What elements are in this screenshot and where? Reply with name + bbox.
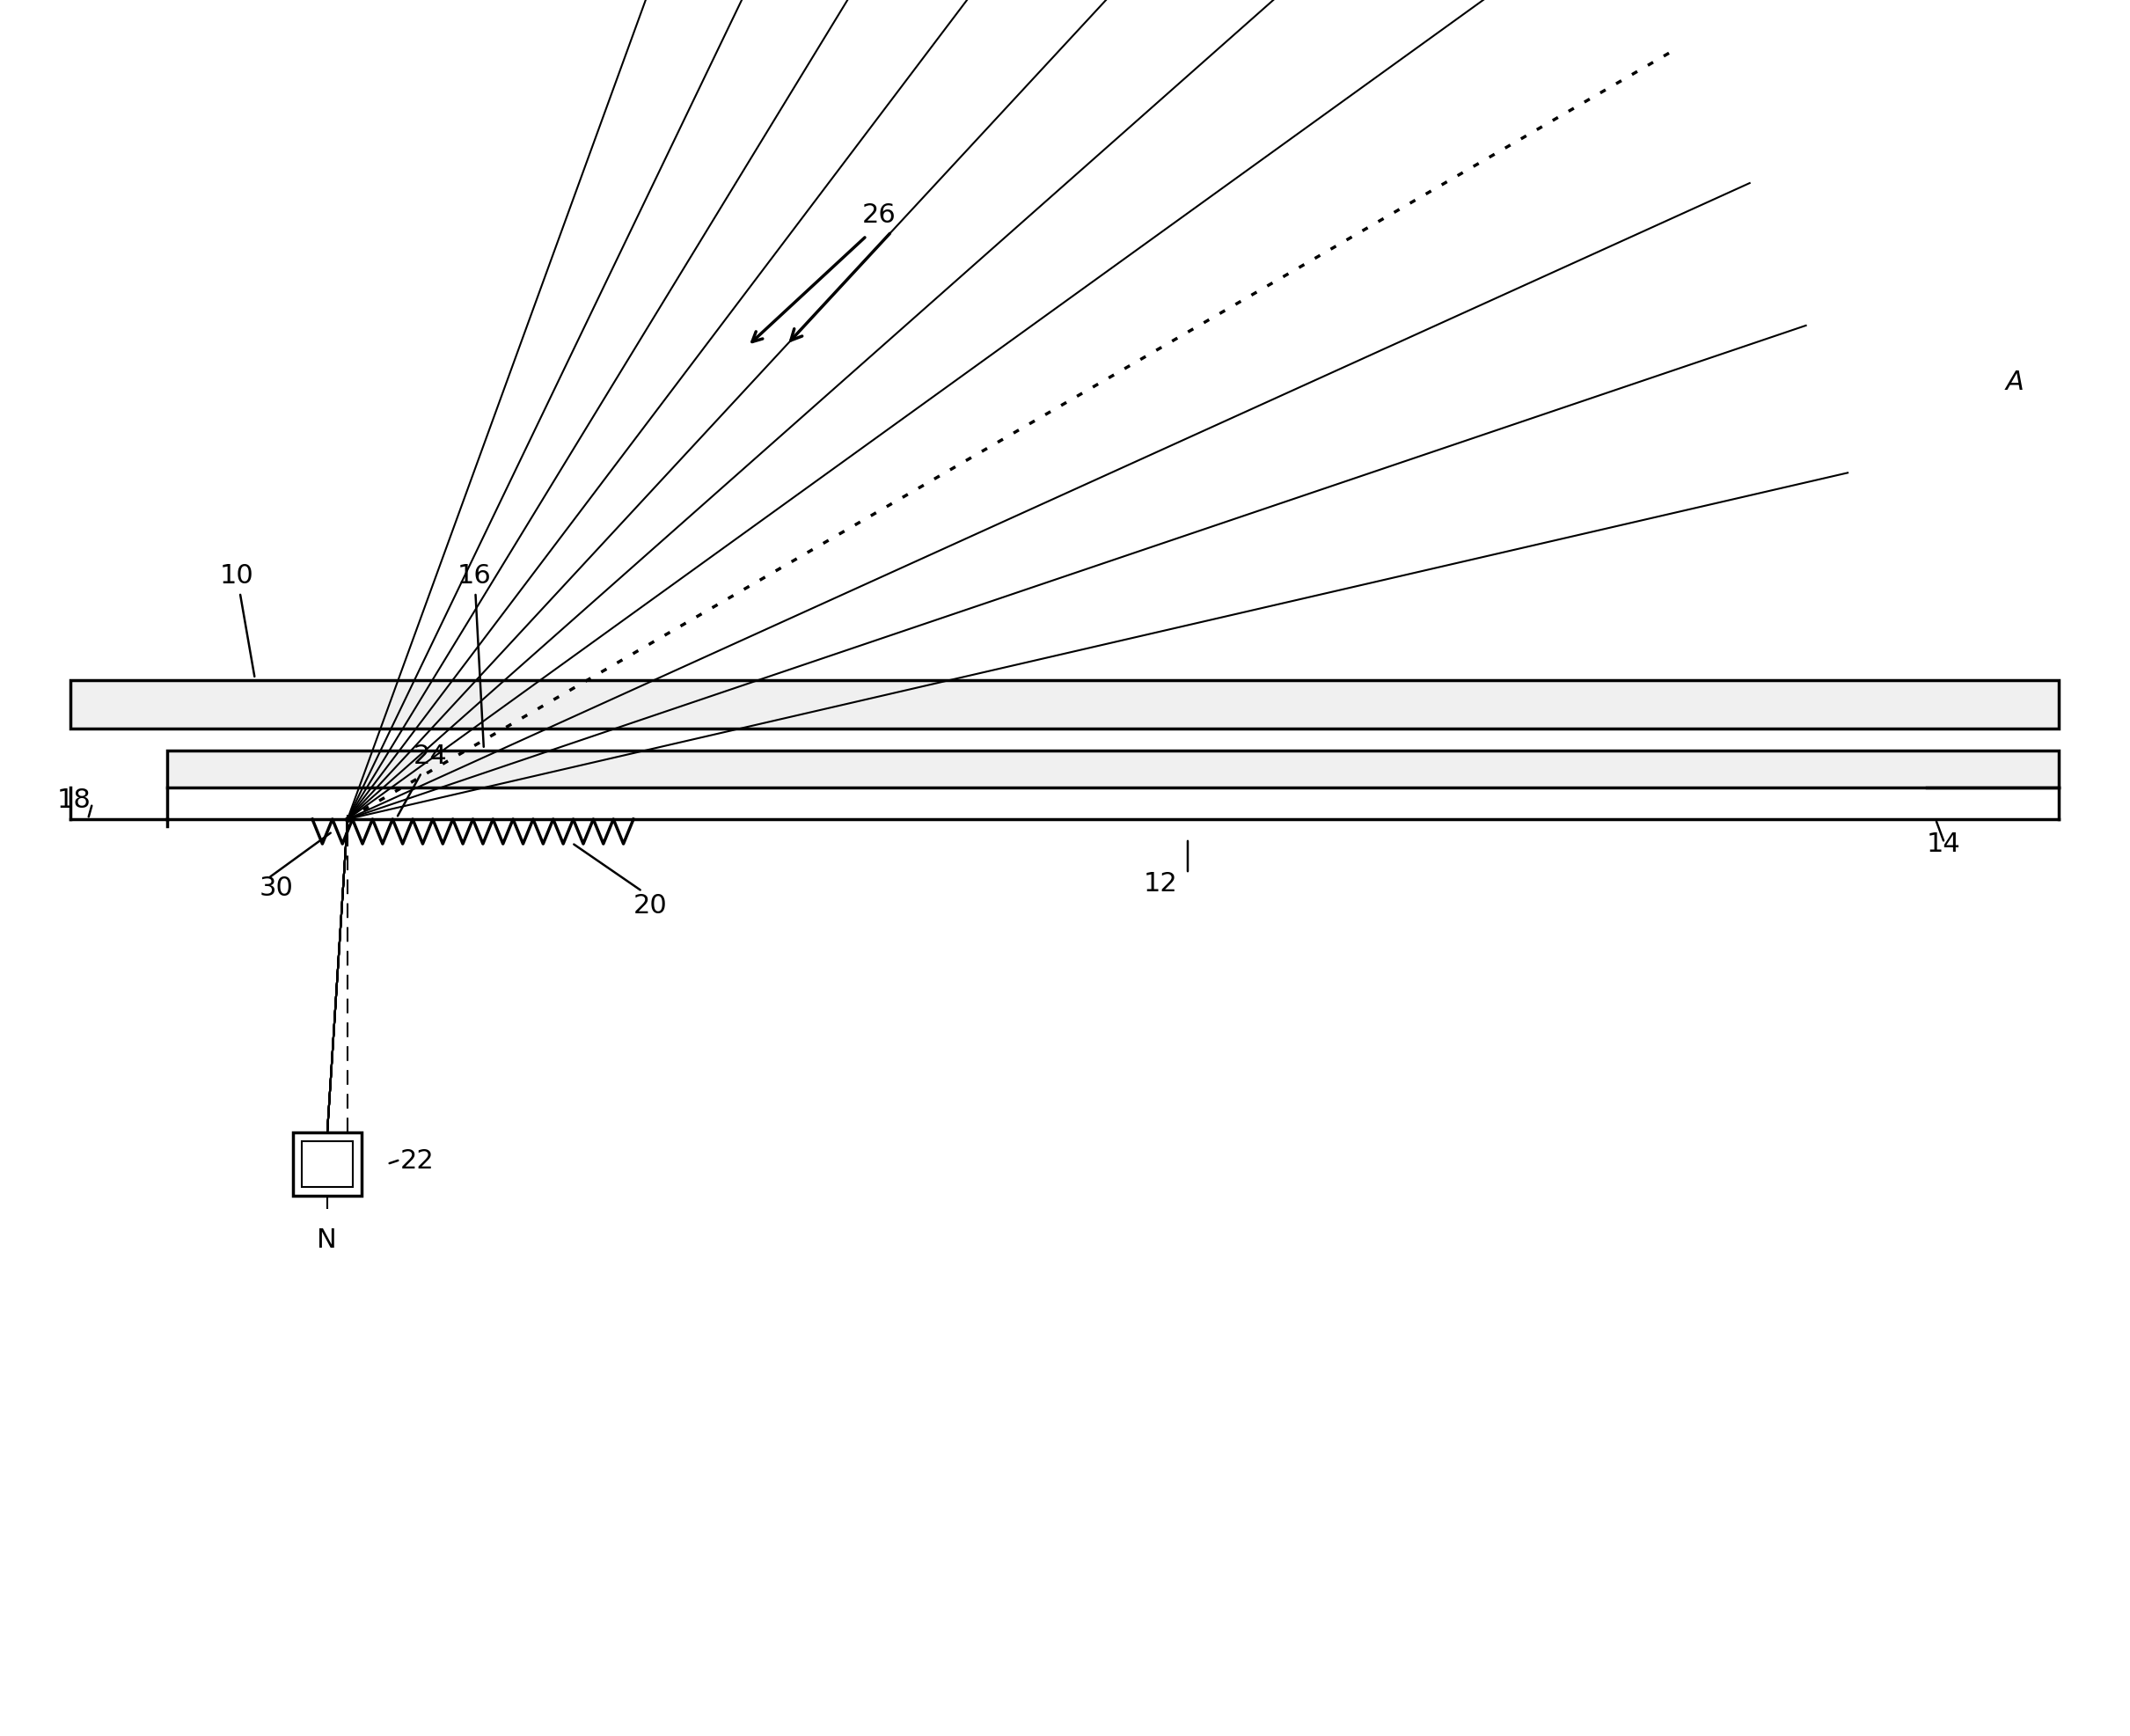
Text: 22: 22 <box>400 1147 435 1174</box>
Bar <box>302 1141 354 1187</box>
Bar <box>166 750 2060 788</box>
Text: 18: 18 <box>58 788 92 812</box>
Bar <box>70 681 2060 729</box>
Bar <box>294 1132 362 1196</box>
Text: N: N <box>317 1227 337 1253</box>
Text: 20: 20 <box>633 892 667 918</box>
Text: 12: 12 <box>1144 871 1178 896</box>
Text: 10: 10 <box>219 562 253 677</box>
Text: 26: 26 <box>863 203 897 227</box>
Text: 24: 24 <box>398 743 447 816</box>
Text: 30: 30 <box>260 875 294 901</box>
Text: 16: 16 <box>458 562 492 746</box>
Text: A: A <box>2006 370 2023 396</box>
Text: 14: 14 <box>1928 832 1962 858</box>
